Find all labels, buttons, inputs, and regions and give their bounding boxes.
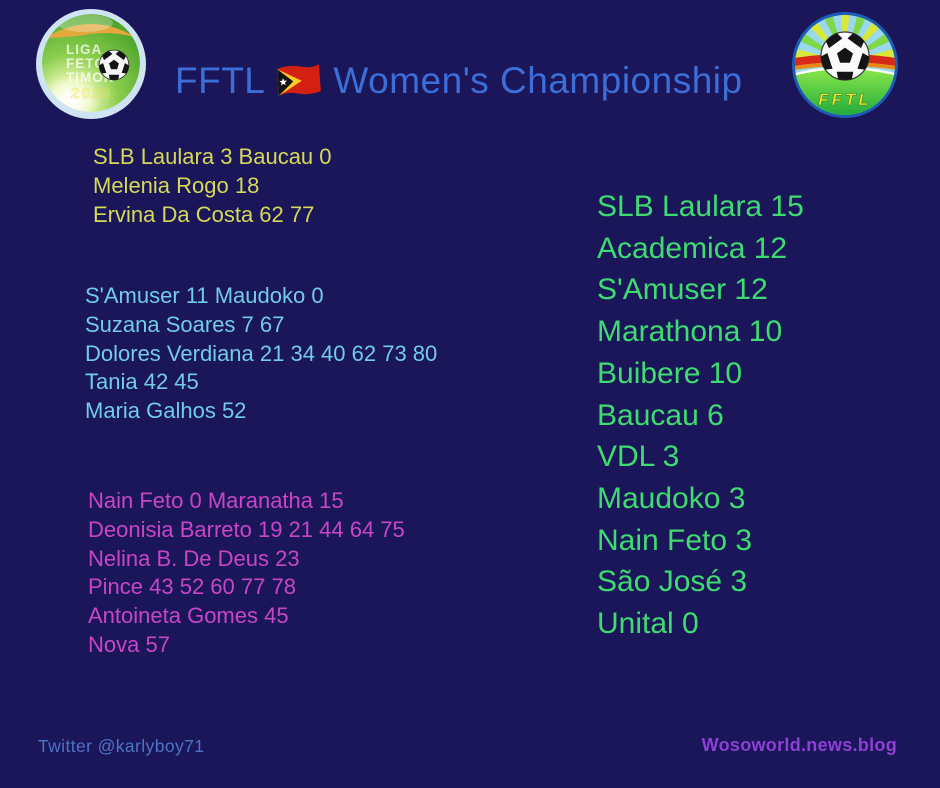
title-prefix: FFTL xyxy=(175,60,266,101)
match-block: S'Amuser 11 Maudoko 0 Suzana Soares 7 67 D… xyxy=(85,282,437,426)
standings-list: SLB Laulara 15 Academica 12 S'Amuser 12 Mar… xyxy=(597,186,804,645)
grass-field xyxy=(795,68,895,115)
standings-row: Marathona 10 xyxy=(597,315,783,349)
standings-row: Maudoko 3 xyxy=(597,481,746,515)
match-result: SLB Laulara 3 Baucau 0 xyxy=(93,144,332,169)
standings-row: São José 3 xyxy=(597,565,748,599)
fftl-logo-icon: FFTL xyxy=(792,12,898,118)
standings-row: Academica 12 xyxy=(597,231,788,265)
match-scorer: Dolores Verdiana 21 34 40 62 73 80 xyxy=(85,340,438,366)
fftl-logo: FFTL xyxy=(792,12,898,118)
logo-text-feto: FETO xyxy=(66,56,106,71)
liga-feto-timor-logo: LIGA FETO TIMOR 2020 xyxy=(35,8,147,120)
match-scorer: Nelina B. De Deus 23 xyxy=(88,545,300,571)
standings-row: Baucau 6 xyxy=(597,398,724,432)
website-credit: Wosoworld.news.blog xyxy=(701,735,897,755)
match-scorer: Melenia Rogo 18 xyxy=(93,172,260,198)
match-result: Nain Feto 0 Maranatha 15 xyxy=(88,488,344,513)
standings-row: VDL 3 xyxy=(597,440,680,474)
match-scorer: Suzana Soares 7 67 xyxy=(85,311,285,337)
standings-row: Nain Feto 3 xyxy=(597,523,753,557)
match-scorer: Antoineta Gomes 45 xyxy=(88,603,289,629)
logo-text-liga: LIGA xyxy=(66,42,102,57)
title-suffix: Women's Championship xyxy=(333,60,743,101)
match-result: S'Amuser 11 Maudoko 0 xyxy=(85,283,324,308)
standings-row: SLB Laulara 15 xyxy=(597,190,804,223)
match-scorer: Deonisia Barreto 19 21 44 64 75 xyxy=(88,516,405,542)
page-title: FFTL Women's Championship xyxy=(175,60,743,102)
match-scorer: Pince 43 52 60 77 78 xyxy=(88,574,296,600)
soccer-ball-icon xyxy=(98,49,130,81)
timor-leste-flag-icon xyxy=(276,63,322,99)
logo-year-text: 2020 xyxy=(71,85,112,102)
standings-row: Buibere 10 xyxy=(597,356,743,390)
twitter-handle: Twitter @karlyboy71 xyxy=(38,736,205,756)
standings-row: Unital 0 xyxy=(597,607,699,641)
match-scorer: Tania 42 45 xyxy=(85,369,199,395)
match-block: SLB Laulara 3 Baucau 0 Melenia Rogo 18 Erv… xyxy=(93,143,332,229)
match-block: Nain Feto 0 Maranatha 15 Deonisia Barreto… xyxy=(88,487,405,660)
match-scorer: Maria Galhos 52 xyxy=(85,398,247,424)
fftl-logo-text: FFTL xyxy=(818,90,872,109)
soccer-ball-icon xyxy=(820,31,870,81)
standings-row: S'Amuser 12 xyxy=(597,273,768,307)
match-scorer: Ervina Da Costa 62 77 xyxy=(93,201,315,227)
liga-feto-timor-logo-icon: LIGA FETO TIMOR 2020 xyxy=(36,9,146,119)
match-scorer: Nova 57 xyxy=(88,631,170,657)
